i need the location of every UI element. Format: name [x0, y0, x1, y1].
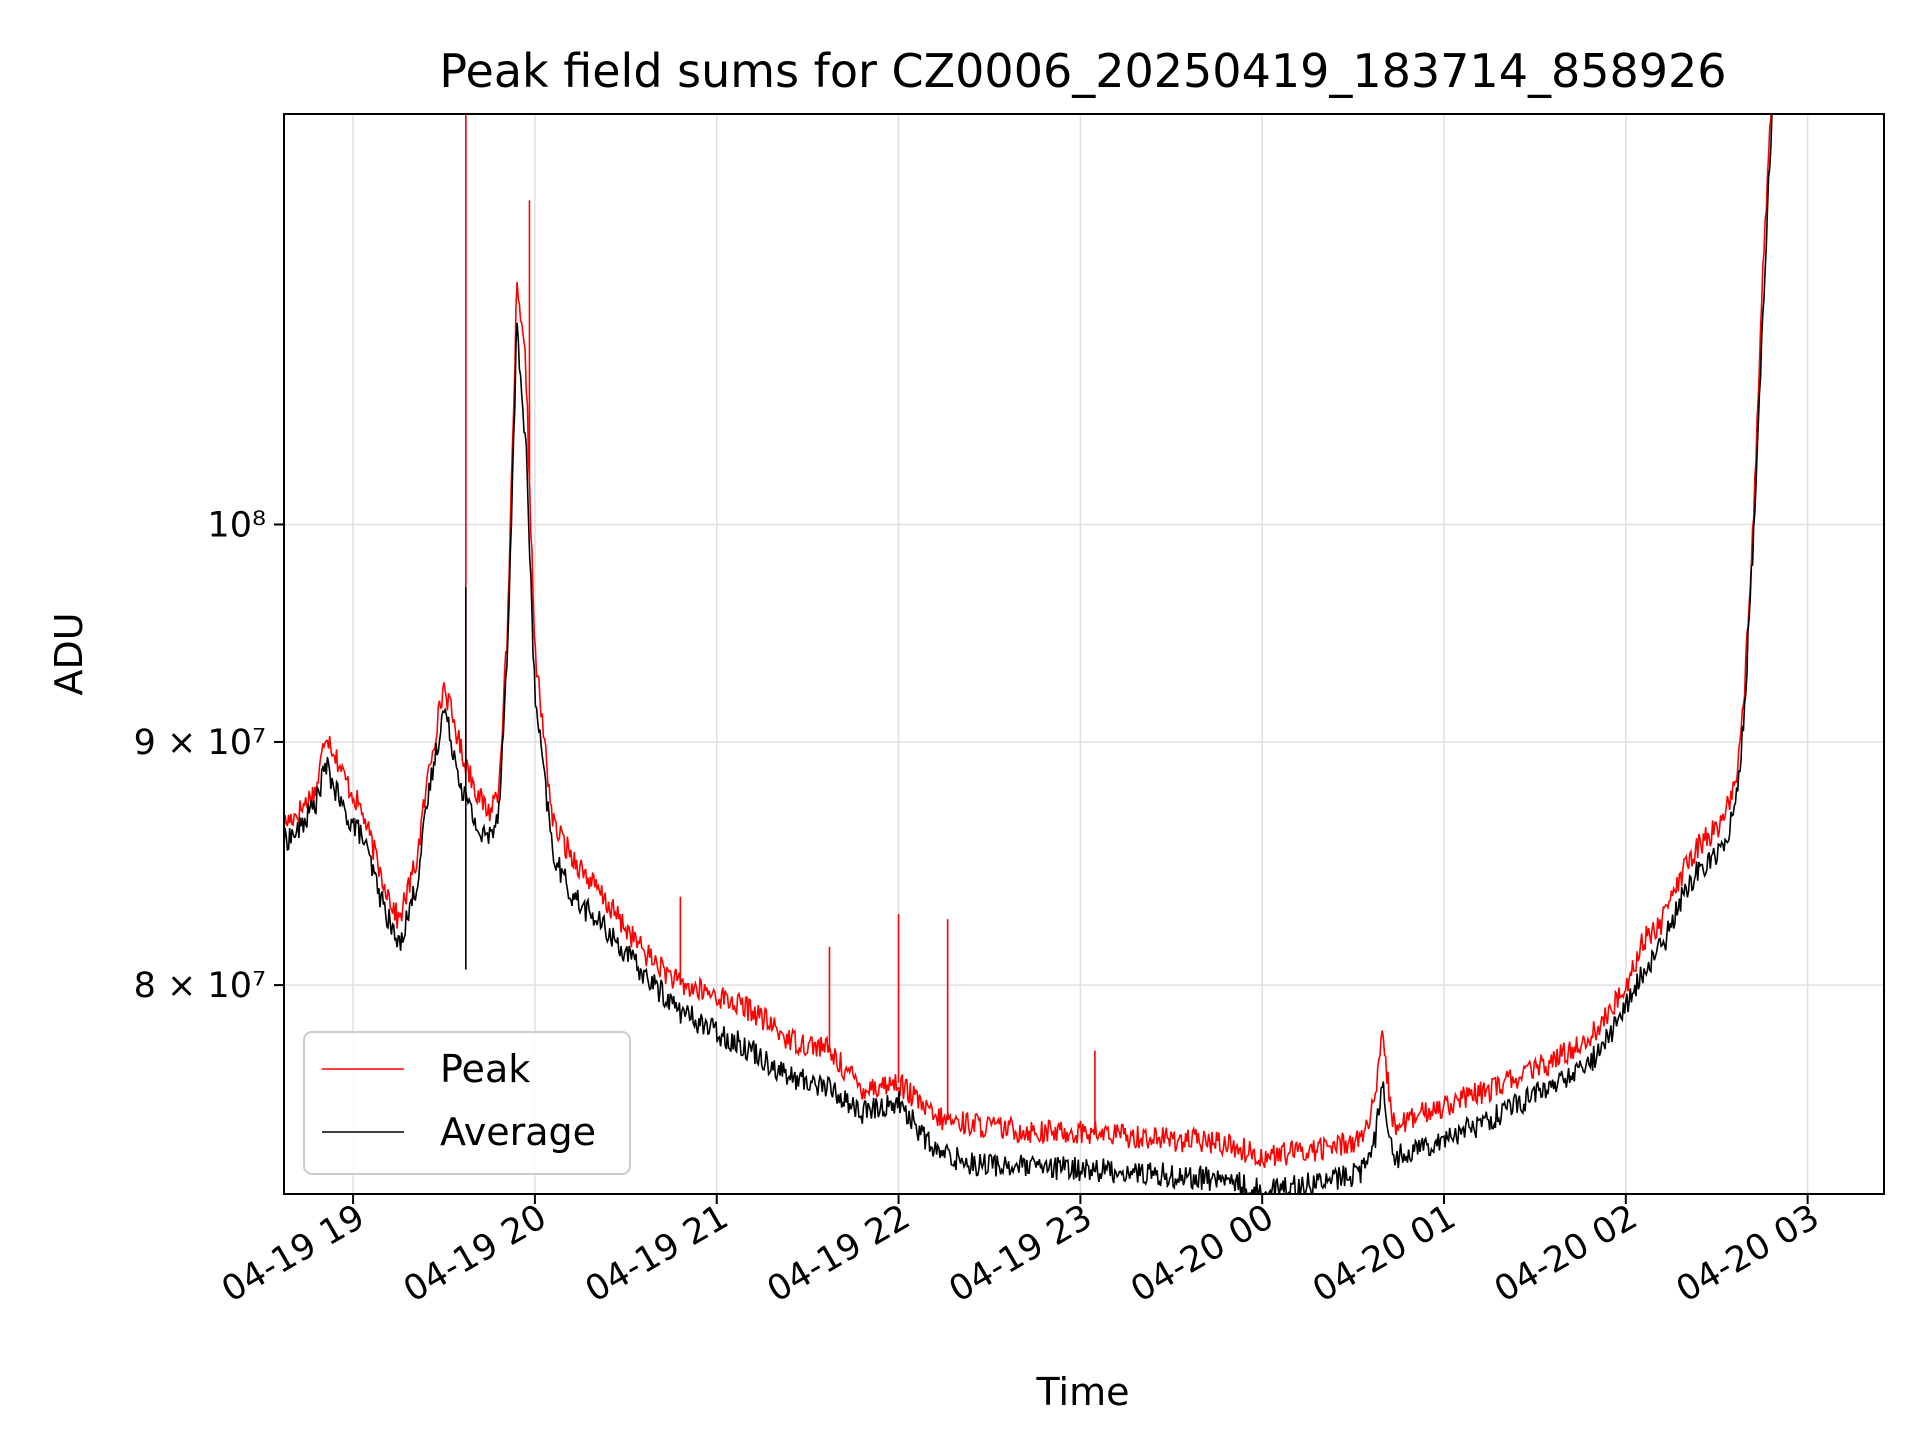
x-axis: 04-19 19 04-19 20 04-19 21 04-19 22 04-19 23… [215, 1194, 1826, 1310]
plot-frame [283, 113, 1885, 1195]
grid [284, 114, 1884, 1194]
legend[interactable]: Peak Average [303, 1031, 631, 1175]
series-line-average [284, 114, 1775, 1194]
x-tick-label: 04-20 02 [1488, 1197, 1644, 1310]
y-tick-label: 10⁸ [207, 505, 266, 545]
chart-title: Peak field sums for CZ0006_20250419_1837… [439, 44, 1726, 98]
legend-frame [303, 1031, 631, 1175]
legend-label-average: Average [440, 1110, 596, 1154]
x-axis-label: Time [1036, 1370, 1130, 1414]
y-axis-label: ADU [47, 612, 91, 695]
legend-label-peak: Peak [440, 1047, 530, 1091]
plot-area [284, 114, 1775, 1194]
x-tick-label: 04-19 23 [943, 1197, 1099, 1310]
y-axis: 8 × 10⁷ 9 × 10⁷ 10⁸ [134, 505, 284, 1006]
y-tick-label: 8 × 10⁷ [134, 966, 266, 1006]
x-tick-label: 04-19 19 [215, 1197, 371, 1310]
x-tick-label: 04-20 00 [1124, 1197, 1280, 1310]
series-line-peak [284, 114, 1772, 1168]
x-tick-label: 04-19 22 [761, 1197, 917, 1310]
x-tick-label: 04-19 21 [579, 1197, 735, 1310]
spike-group [465, 114, 1096, 1134]
y-tick-label: 9 × 10⁷ [134, 723, 266, 763]
x-tick-label: 04-20 03 [1670, 1197, 1826, 1310]
x-tick-label: 04-20 01 [1306, 1197, 1462, 1310]
x-tick-label: 04-19 20 [397, 1197, 553, 1310]
